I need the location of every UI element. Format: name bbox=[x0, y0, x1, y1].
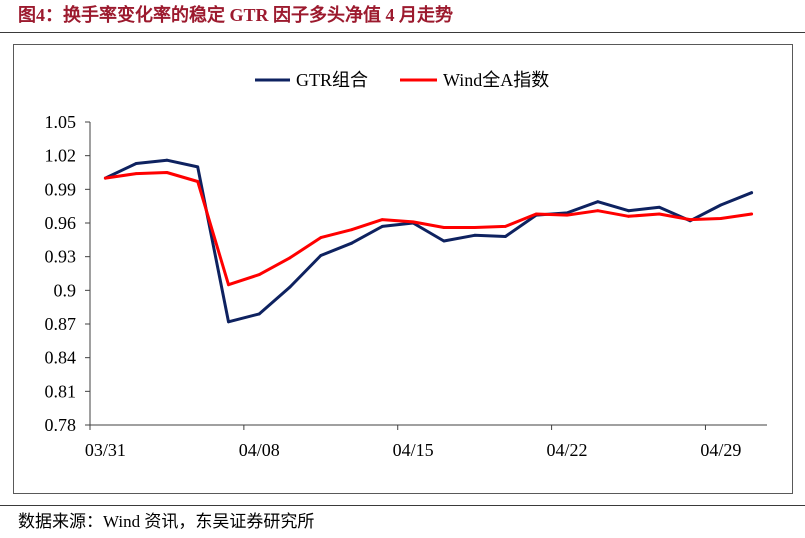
y-tick-label: 1.02 bbox=[45, 146, 77, 166]
data-point bbox=[442, 226, 446, 229]
caption-rule bbox=[0, 32, 805, 33]
y-tick-label: 0.9 bbox=[54, 280, 77, 300]
data-point bbox=[719, 217, 723, 220]
y-axis: 0.78 0.81 0.84 0.87 0.9 0.93 0.96 0.99 1.02 1.05 bbox=[45, 112, 91, 435]
figure-caption: 图4：换手率变化率的稳定 GTR 因子多头净值 4 月走势 bbox=[18, 5, 454, 25]
data-point bbox=[380, 225, 384, 228]
y-tick-label: 0.96 bbox=[45, 213, 77, 233]
y-tick-label: 1.05 bbox=[45, 112, 77, 132]
source-rule bbox=[0, 505, 805, 506]
y-tick-label: 0.93 bbox=[45, 247, 77, 267]
data-source-note: 数据来源：Wind 资讯，东吴证券研究所 bbox=[18, 512, 315, 531]
series-line-2 bbox=[103, 171, 754, 287]
y-tick-label: 0.84 bbox=[45, 348, 77, 368]
y-tick-label: 0.78 bbox=[45, 415, 77, 435]
data-point bbox=[750, 191, 753, 195]
data-point bbox=[688, 218, 692, 222]
data-point bbox=[350, 241, 353, 245]
y-tick-label: 0.87 bbox=[45, 314, 77, 334]
data-point bbox=[227, 320, 230, 324]
data-point bbox=[288, 285, 292, 289]
data-point bbox=[504, 235, 507, 238]
data-point bbox=[596, 209, 600, 213]
y-axis-ticks: 0.78 0.81 0.84 0.87 0.9 0.93 0.96 0.99 1.02 1.05 bbox=[45, 112, 90, 435]
data-point bbox=[719, 203, 723, 207]
data-point bbox=[350, 228, 353, 232]
data-point bbox=[319, 236, 323, 240]
data-point bbox=[442, 239, 446, 243]
x-tick-label: 04/29 bbox=[700, 440, 741, 460]
data-point bbox=[627, 214, 630, 218]
legend: GTR组合 Wind全A指数 bbox=[255, 70, 549, 90]
data-point bbox=[196, 180, 200, 183]
data-point bbox=[196, 165, 200, 169]
data-point bbox=[750, 212, 753, 216]
data-point bbox=[596, 200, 600, 204]
data-point bbox=[473, 226, 477, 229]
data-point bbox=[380, 218, 384, 222]
data-point bbox=[411, 220, 415, 224]
data-point bbox=[565, 213, 569, 217]
y-tick-label: 0.81 bbox=[45, 381, 77, 401]
data-point bbox=[227, 283, 230, 287]
series-2 bbox=[103, 171, 754, 287]
legend-label-wind: Wind全A指数 bbox=[443, 70, 549, 90]
data-point bbox=[165, 158, 169, 162]
x-axis-ticks: 03/31 04/08 04/15 04/22 04/29 bbox=[85, 425, 741, 460]
x-axis: 03/31 04/08 04/15 04/22 04/29 bbox=[85, 424, 767, 460]
data-point bbox=[134, 172, 138, 176]
data-point bbox=[627, 209, 630, 213]
data-point bbox=[165, 171, 169, 174]
data-point bbox=[657, 212, 661, 216]
x-tick-label: 04/08 bbox=[239, 440, 280, 460]
chart-frame bbox=[13, 44, 793, 494]
legend-item-wind: Wind全A指数 bbox=[400, 70, 549, 90]
data-point bbox=[504, 225, 507, 228]
data-point bbox=[319, 254, 323, 257]
series-group bbox=[103, 158, 754, 324]
y-tick-label: 0.99 bbox=[45, 179, 77, 199]
legend-label-gtr: GTR组合 bbox=[296, 70, 368, 90]
legend-item-gtr: GTR组合 bbox=[255, 70, 368, 90]
data-point bbox=[257, 312, 261, 316]
data-point bbox=[134, 162, 138, 165]
data-point bbox=[657, 205, 661, 209]
x-tick-label: 03/31 bbox=[85, 440, 126, 460]
x-tick-label: 04/22 bbox=[546, 440, 587, 460]
data-point bbox=[104, 176, 107, 180]
data-point bbox=[473, 233, 477, 237]
data-point bbox=[257, 273, 261, 276]
data-point bbox=[288, 256, 292, 260]
series-1 bbox=[103, 158, 754, 324]
x-tick-label: 04/15 bbox=[393, 440, 434, 460]
series-line-1 bbox=[103, 158, 754, 324]
data-point bbox=[534, 212, 538, 216]
